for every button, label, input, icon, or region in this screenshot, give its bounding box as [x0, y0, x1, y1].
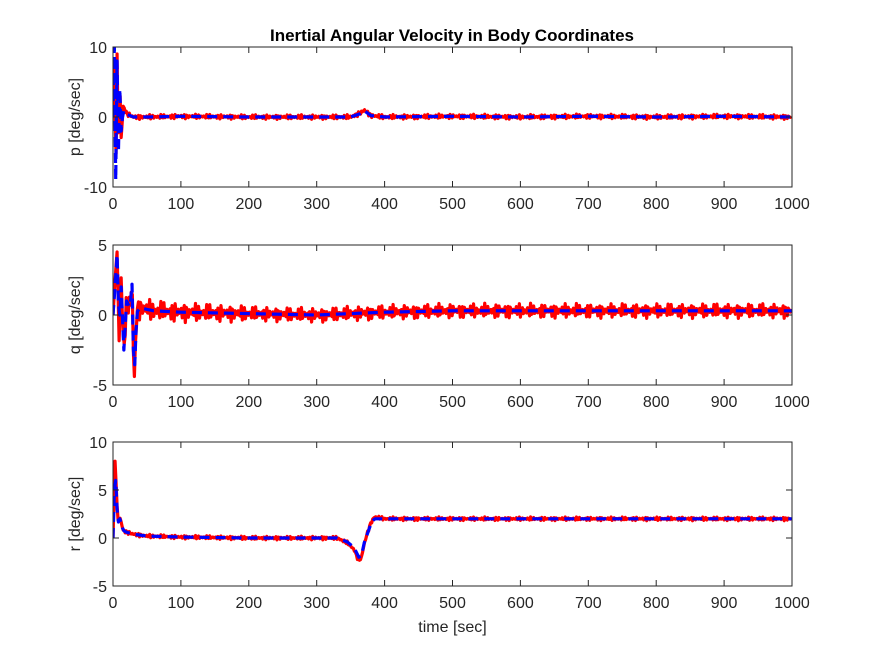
- x-tick-label-r: 0: [109, 595, 118, 612]
- blue-dashed-line-q: [113, 253, 792, 367]
- x-tick-label-r: 200: [235, 595, 262, 612]
- y-tick-label-q: 5: [98, 238, 107, 255]
- x-tick-label-q: 800: [643, 394, 670, 411]
- x-tick-label-q: 300: [303, 394, 330, 411]
- y-axis-label-p: p [deg/sec]: [67, 78, 84, 156]
- x-tick-label-q: 1000: [774, 394, 810, 411]
- series-group-p: [113, 47, 792, 182]
- y-tick-label-r: 10: [89, 435, 107, 452]
- x-tick-label-p: 100: [168, 196, 195, 213]
- y-tick-label-p: 0: [98, 110, 107, 127]
- x-tick-label-r: 800: [643, 595, 670, 612]
- y-tick-label-p: 10: [89, 40, 107, 57]
- y-tick-label-r: -5: [93, 579, 107, 596]
- x-tick-label-q: 900: [711, 394, 738, 411]
- chart-title: Inertial Angular Velocity in Body Coordi…: [270, 26, 634, 45]
- x-tick-label-p: 800: [643, 196, 670, 213]
- x-tick-label-p: 300: [303, 196, 330, 213]
- plot-area-r: [113, 442, 792, 586]
- series-group-q: [113, 250, 792, 379]
- y-tick-label-p: -10: [84, 180, 107, 197]
- x-tick-label-r: 600: [507, 595, 534, 612]
- x-tick-label-r: 100: [168, 595, 195, 612]
- y-tick-label-q: -5: [93, 378, 107, 395]
- y-tick-label-r: 5: [98, 483, 107, 500]
- x-tick-label-r: 1000: [774, 595, 810, 612]
- x-tick-label-r: 300: [303, 595, 330, 612]
- x-tick-label-r: 900: [711, 595, 738, 612]
- subplot-r: 0 100 200 300 400 500 600 700 800 900 1000-50510r …: [67, 435, 810, 636]
- x-tick-label-r: 400: [371, 595, 398, 612]
- x-tick-label-r: 500: [439, 595, 466, 612]
- x-tick-label-p: 900: [711, 196, 738, 213]
- x-tick-label-q: 100: [168, 394, 195, 411]
- x-tick-label-q: 600: [507, 394, 534, 411]
- series-group-r: [113, 459, 792, 562]
- x-tick-label-p: 400: [371, 196, 398, 213]
- subplot-p: 0 100 200 300 400 500 600 700 800 900 1000-10010p …: [67, 40, 810, 213]
- y-tick-label-q: 0: [98, 308, 107, 325]
- x-tick-label-p: 500: [439, 196, 466, 213]
- x-tick-label-p: 700: [575, 196, 602, 213]
- x-tick-label-p: 200: [235, 196, 262, 213]
- blue-dashed-line-p: [113, 47, 792, 182]
- y-tick-label-r: 0: [98, 531, 107, 548]
- x-tick-label-q: 200: [235, 394, 262, 411]
- y-axis-label-r: r [deg/sec]: [67, 477, 84, 552]
- x-tick-label-q: 400: [371, 394, 398, 411]
- x-tick-label-q: 500: [439, 394, 466, 411]
- x-tick-label-q: 0: [109, 394, 118, 411]
- x-tick-label-r: 700: [575, 595, 602, 612]
- x-tick-label-p: 1000: [774, 196, 810, 213]
- x-axis-label: time [sec]: [418, 619, 486, 636]
- x-tick-label-p: 0: [109, 196, 118, 213]
- x-tick-label-q: 700: [575, 394, 602, 411]
- x-tick-label-p: 600: [507, 196, 534, 213]
- y-axis-label-q: q [deg/sec]: [67, 276, 84, 354]
- blue-dashed-line-r: [113, 478, 792, 559]
